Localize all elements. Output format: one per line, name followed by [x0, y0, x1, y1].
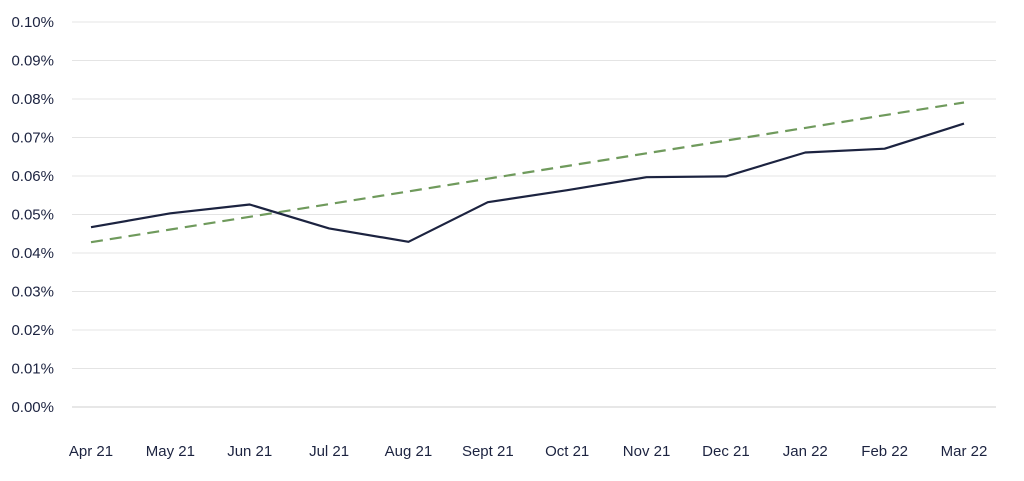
y-tick-label: 0.05%	[11, 207, 54, 224]
y-tick-label: 0.10%	[11, 14, 54, 31]
x-tick-label: Nov 21	[623, 443, 671, 460]
y-tick-label: 0.01%	[11, 361, 54, 378]
y-tick-label: 0.09%	[11, 53, 54, 70]
y-tick-label: 0.04%	[11, 245, 54, 262]
trend-line-dashed	[90, 101, 965, 244]
y-tick-label: 0.06%	[11, 168, 54, 185]
x-tick-label: Jun 21	[227, 443, 272, 460]
grid-lines	[72, 21, 996, 408]
x-tick-label: Jan 22	[783, 443, 828, 460]
y-tick-label: 0.08%	[11, 91, 54, 108]
x-tick-label: Jul 21	[309, 443, 349, 460]
x-tick-label: Dec 21	[702, 443, 750, 460]
x-tick-label: May 21	[146, 443, 195, 460]
y-tick-label: 0.07%	[11, 130, 54, 147]
y-axis-tick-labels: 0.00% 0.01% 0.02% 0.03% 0.04% 0.05% 0.06% 0.07%…	[11, 14, 54, 416]
x-tick-label: Feb 22	[861, 443, 908, 460]
x-tick-label: Sept 21	[462, 443, 514, 460]
y-tick-label: 0.03%	[11, 284, 54, 301]
y-tick-label: 0.00%	[11, 399, 54, 416]
series-line-solid	[90, 122, 965, 243]
x-tick-label: Aug 21	[385, 443, 433, 460]
x-axis-tick-labels: Apr 21 May 21 Jun 21 Jul 21 Aug 21 Sept 21 Oct…	[69, 443, 987, 460]
x-tick-label: Apr 21	[69, 443, 113, 460]
y-tick-label: 0.02%	[11, 322, 54, 339]
x-tick-label: Oct 21	[545, 443, 589, 460]
series-lines	[90, 101, 965, 244]
x-tick-label: Mar 22	[941, 443, 988, 460]
